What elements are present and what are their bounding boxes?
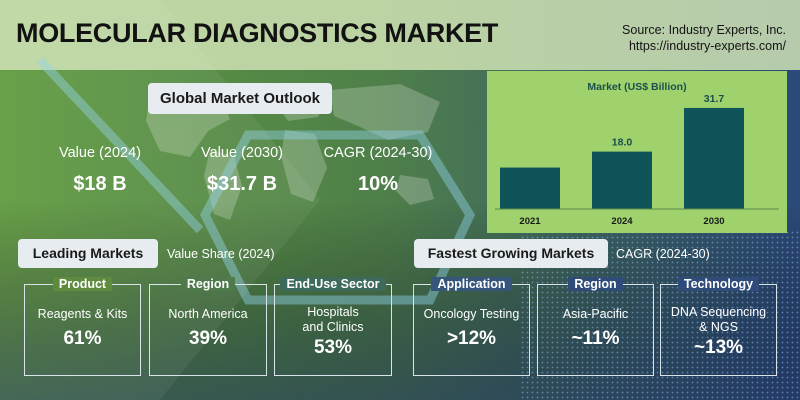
card-category: Region [180, 277, 236, 291]
page-title: MOLECULAR DIAGNOSTICS MARKET [16, 18, 499, 48]
bar-2024 [592, 151, 652, 209]
card-name: Oncology Testing [423, 307, 520, 321]
source-url: https://industry-experts.com/ [628, 39, 786, 53]
card-value: >12% [446, 328, 497, 349]
card-name: DNA Sequencing & NGS [670, 305, 767, 334]
kpi-value: $18 B [73, 173, 127, 195]
data-label: 18.0 [612, 137, 633, 149]
x-tick-label: 2021 [519, 216, 541, 227]
card-value: 61% [63, 328, 102, 349]
source-line: Source: Industry Experts, Inc. [622, 23, 786, 37]
card-value: ~13% [693, 337, 744, 358]
card-name: Asia-Pacific [562, 307, 629, 321]
chart-title: Market (US$ Billion) [587, 81, 686, 93]
x-tick-label: 2024 [611, 216, 633, 227]
market-chart-panel: Market (US$ Billion) 2021 2024 18.0 2030 31.7 [487, 71, 787, 233]
data-label: 31.7 [704, 93, 725, 105]
card-name: Hospitals and Clinics [302, 305, 364, 334]
kpi-label: CAGR (2024-30) [323, 145, 433, 161]
kpi-value: $31.7 B [206, 173, 278, 195]
card-category: Region [568, 277, 623, 291]
kpi-value: 10% [357, 173, 399, 195]
kpi-label: Value (2030) [201, 145, 283, 161]
card-name: North America [168, 307, 248, 321]
leading-markets-subheading: Value Share (2024) [167, 247, 275, 261]
kpi-cagr: CAGR (2024-30) 10% [308, 145, 448, 196]
card-product: Product Reagents & Kits 61% [24, 277, 141, 376]
fastest-growing-subheading: CAGR (2024-30) [616, 247, 710, 261]
card-technology: Technology DNA Sequencing & NGS ~13% [660, 277, 777, 376]
kpi-value-2030: Value (2030) $31.7 B [172, 145, 312, 196]
card-region-leading: Region North America 39% [149, 277, 267, 376]
market-bar-chart: Market (US$ Billion) 2021 2024 18.0 2030 31.7 [495, 81, 779, 227]
card-category: Technology [677, 277, 760, 291]
source-credit: Source: Industry Experts, Inc. https://i… [622, 22, 786, 54]
card-value: ~11% [571, 328, 620, 349]
kpi-label: Value (2024) [59, 145, 141, 161]
card-category: End-Use Sector [280, 277, 386, 291]
card-value: 39% [188, 328, 228, 349]
kpi-value-2024: Value (2024) $18 B [30, 145, 170, 196]
global-market-outlook-heading: Global Market Outlook [148, 83, 332, 114]
bar-2021 [500, 167, 560, 209]
leading-markets-heading: Leading Markets [18, 239, 158, 268]
fastest-growing-heading: Fastest Growing Markets [414, 239, 608, 268]
card-value: 53% [313, 337, 353, 358]
card-name: Reagents & Kits [37, 307, 128, 321]
card-region-fastest: Region Asia-Pacific ~11% [537, 277, 654, 376]
x-tick-label: 2030 [703, 216, 724, 227]
card-category: Product [52, 277, 113, 291]
bar-2030 [684, 107, 744, 209]
card-category: Application [431, 277, 512, 291]
card-end-use-sector: End-Use Sector Hospitals and Clinics 53% [274, 277, 392, 376]
card-application: Application Oncology Testing >12% [413, 277, 530, 376]
